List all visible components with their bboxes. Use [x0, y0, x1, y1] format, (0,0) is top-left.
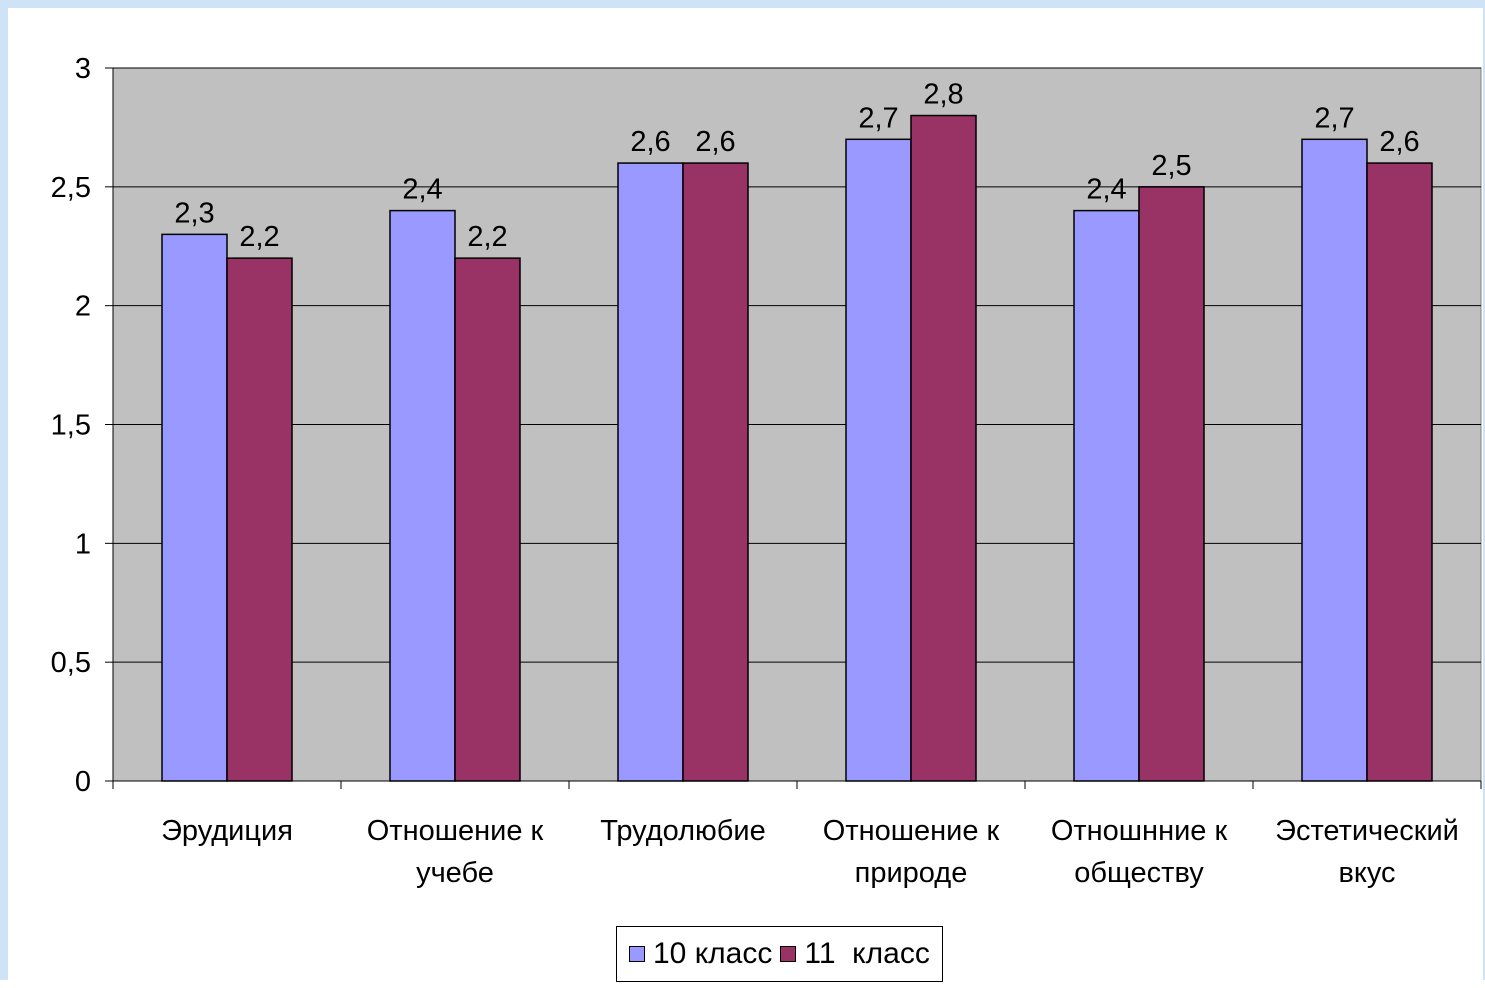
x-tick-label: учебе	[416, 857, 494, 889]
data-labels: 2,3 2,4 2,6 2,7 2,4 2,7 2,2 2,2 2,6 2,8 2,5 2,6	[174, 79, 1419, 254]
y-tick-label: 1	[75, 528, 91, 560]
y-tick-label: 0	[75, 766, 91, 798]
x-tick-label: природе	[855, 857, 968, 889]
data-label: 2,2	[467, 221, 507, 253]
x-tick-label: Отношение к	[823, 815, 1000, 847]
data-label: 2,4	[402, 174, 442, 206]
bar	[161, 233, 228, 782]
x-tick-label: Отношнние к	[1051, 815, 1228, 847]
y-tick-label: 2	[75, 291, 91, 323]
y-tick-label: 2,5	[51, 172, 91, 204]
bar	[454, 257, 521, 782]
legend-swatch-10	[629, 946, 645, 962]
legend-label-11: 11 класс	[804, 937, 930, 970]
data-label: 2,7	[1314, 102, 1354, 134]
x-tick-label: обществу	[1074, 857, 1204, 889]
x-tick-label: Эстетический	[1275, 815, 1459, 847]
bars	[161, 114, 1433, 782]
bar	[682, 162, 749, 782]
bar	[1301, 138, 1368, 782]
legend: 10 класс 11 класс	[616, 926, 943, 982]
legend-item-10: 10 класс	[629, 937, 772, 971]
bar	[1073, 209, 1140, 782]
data-label: 2,4	[1086, 174, 1126, 206]
legend-item-11: 11 класс	[780, 937, 930, 971]
bar	[910, 114, 977, 782]
x-tick-label: Трудолюбие	[600, 815, 765, 847]
bar	[617, 162, 684, 782]
data-label: 2,2	[239, 221, 279, 253]
data-label: 2,5	[1151, 150, 1191, 182]
data-label: 2,6	[630, 126, 670, 158]
bar	[226, 257, 293, 782]
x-tick-label: вкус	[1338, 857, 1395, 889]
legend-swatch-11	[780, 946, 797, 962]
y-tick-label: 0,5	[51, 647, 91, 679]
bar	[389, 209, 456, 782]
x-tick-label: Отношение к	[367, 815, 544, 847]
data-label: 2,6	[695, 126, 735, 158]
axes: 0 0,5 1 1,5 2 2,5 3 Эрудиция Отношение к учебе Тру…	[51, 53, 1482, 889]
y-tick-label: 1,5	[51, 410, 91, 442]
data-label: 2,3	[174, 197, 214, 229]
bar-chart: 0 0,5 1 1,5 2 2,5 3 Эрудиция Отношение к учебе Тру…	[51, 53, 1482, 889]
gridlines	[113, 67, 1481, 663]
bar	[1138, 186, 1205, 782]
x-tick-label: Эрудиция	[161, 815, 293, 847]
data-label: 2,6	[1379, 126, 1419, 158]
y-tick-label: 3	[75, 53, 91, 85]
legend-label-10: 10 класс	[653, 937, 773, 970]
data-label: 2,7	[858, 102, 898, 134]
bar	[1366, 162, 1433, 782]
data-label: 2,8	[923, 79, 963, 111]
bar	[845, 138, 912, 782]
